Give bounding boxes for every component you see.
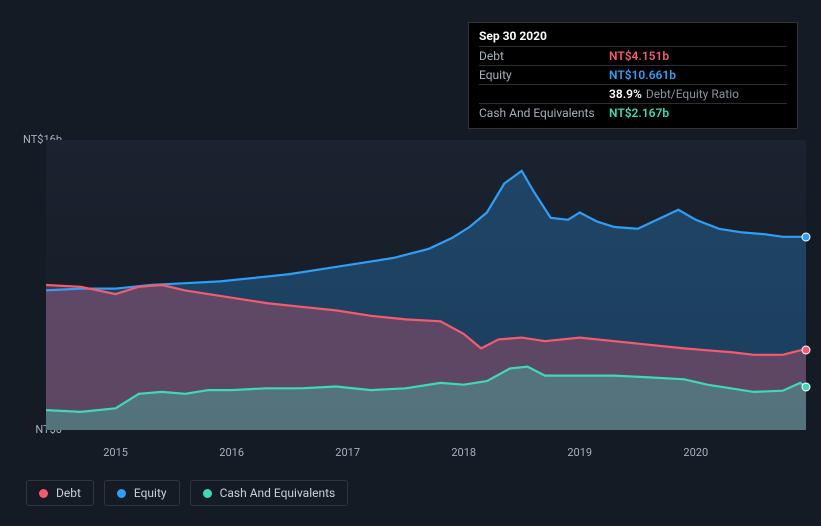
- legend-item-debt[interactable]: Debt: [26, 480, 94, 506]
- x-axis-labels: 2015 2016 2017 2018 2019 2020: [46, 446, 806, 464]
- legend-swatch-icon: [39, 489, 48, 498]
- x-axis-tick-label: 2017: [335, 446, 360, 459]
- tooltip-date: Sep 30 2020: [479, 29, 787, 47]
- series-marker-equity: [802, 232, 811, 241]
- x-axis-tick-label: 2018: [451, 446, 476, 459]
- legend-swatch-icon: [203, 489, 212, 498]
- legend-item-cash-and-equivalents[interactable]: Cash And Equivalents: [190, 480, 349, 506]
- series-marker-debt: [802, 346, 811, 355]
- tooltip-value: NT$10.661b: [609, 68, 676, 82]
- tooltip-row: DebtNT$4.151b: [479, 47, 787, 66]
- tooltip-key: Cash And Equivalents: [479, 106, 609, 120]
- x-axis-tick-label: 2020: [683, 446, 708, 459]
- tooltip-key: Debt: [479, 49, 609, 63]
- legend-label: Debt: [56, 486, 81, 500]
- tooltip-sub: Debt/Equity Ratio: [646, 87, 739, 101]
- x-axis-tick-label: 2016: [219, 446, 244, 459]
- tooltip-row: 38.9%Debt/Equity Ratio: [479, 85, 787, 104]
- tooltip-key: Equity: [479, 68, 609, 82]
- chart-svg: [46, 140, 806, 430]
- plot-area[interactable]: [46, 140, 806, 430]
- tooltip-value: NT$2.167b: [609, 106, 669, 120]
- hover-tooltip: Sep 30 2020 DebtNT$4.151bEquityNT$10.661…: [468, 22, 798, 129]
- tooltip-value: NT$4.151b: [609, 49, 669, 63]
- tooltip-row: EquityNT$10.661b: [479, 66, 787, 85]
- tooltip-row: Cash And EquivalentsNT$2.167b: [479, 104, 787, 122]
- chart-container: Sep 30 2020 DebtNT$4.151bEquityNT$10.661…: [0, 0, 821, 526]
- x-axis-tick-label: 2015: [103, 446, 128, 459]
- legend-item-equity[interactable]: Equity: [104, 480, 180, 506]
- legend-swatch-icon: [117, 489, 126, 498]
- legend: Debt Equity Cash And Equivalents: [26, 480, 348, 506]
- tooltip-key: [479, 87, 609, 101]
- series-marker-cash-and-equivalents: [802, 382, 811, 391]
- tooltip-value: 38.9%Debt/Equity Ratio: [609, 87, 739, 101]
- legend-label: Equity: [134, 486, 167, 500]
- x-axis-tick-label: 2019: [567, 446, 592, 459]
- legend-label: Cash And Equivalents: [220, 486, 336, 500]
- chart-area: [16, 120, 806, 440]
